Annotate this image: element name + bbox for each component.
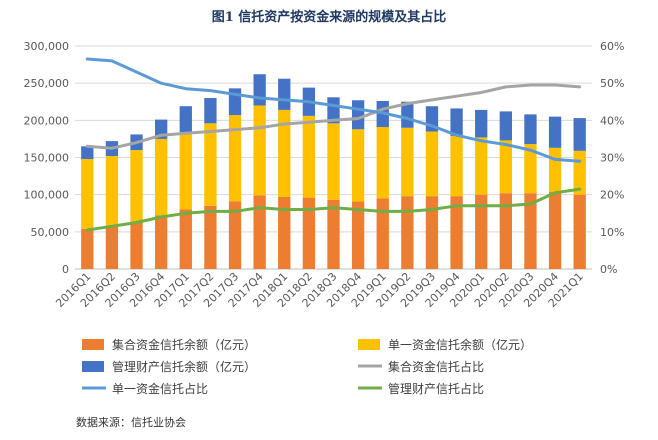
bar-single (376, 127, 389, 199)
legend-swatch (82, 339, 104, 350)
bar-collective (475, 194, 488, 269)
bar-collective (524, 193, 537, 269)
bar-single (327, 123, 340, 200)
y-right-tick-label: 10% (600, 226, 624, 239)
bar-collective (204, 205, 217, 269)
y-left-tick-label: 250,000 (24, 77, 70, 90)
source-note: 数据来源：信托业协会 (76, 416, 186, 429)
bar-single (130, 150, 143, 223)
bar-collective (351, 201, 365, 269)
legend-label: 管理财产信托占比 (388, 381, 484, 396)
bar-collective (253, 195, 266, 269)
bar-single (475, 137, 488, 195)
bar-collective (302, 197, 316, 269)
bar-property (253, 74, 266, 106)
bar-single (253, 105, 266, 196)
bar-collective (105, 225, 119, 269)
bar-property (81, 146, 94, 159)
bar-single (499, 140, 512, 194)
legend-label: 单一资金信托占比 (112, 381, 208, 396)
bar-single (302, 115, 316, 198)
y-left-tick-label: 100,000 (24, 189, 70, 202)
y-right-tick-label: 50% (600, 77, 624, 90)
y-right-tick-label: 20% (600, 189, 624, 202)
bar-single (548, 147, 562, 192)
bar-property (524, 114, 537, 145)
bar-property (351, 100, 365, 130)
bar-property (204, 98, 217, 124)
y-right-tick-label: 60% (600, 40, 624, 53)
bar-single (524, 144, 537, 194)
chart-title: 图1 信托资产按资金来源的规模及其占比 (211, 10, 447, 25)
bar-collective (228, 201, 242, 269)
bar-single (81, 158, 94, 229)
y-left-tick-label: 150,000 (24, 152, 70, 165)
y-left-tick-label: 200,000 (24, 114, 70, 127)
bar-collective (155, 215, 168, 269)
bar-single (204, 123, 217, 206)
bar-single (179, 132, 192, 210)
y-left-tick-label: 300,000 (24, 40, 70, 53)
bar-collective (499, 193, 512, 269)
bar-single (401, 127, 414, 197)
bar-single (450, 135, 463, 197)
bar-property (278, 78, 291, 110)
legend-swatch (82, 361, 104, 372)
bar-property (179, 106, 192, 133)
y-left-tick-label: 50,000 (31, 226, 70, 239)
bar-property (573, 118, 586, 151)
bar-property (401, 101, 414, 128)
legend-label: 管理财产信托余额（亿元） (112, 359, 256, 374)
y-left-tick-label: 0 (62, 263, 69, 276)
bar-collective (130, 222, 143, 269)
legend-label: 集合资金信托余额（亿元） (112, 337, 256, 352)
legend-label: 单一资金信托余额（亿元） (388, 337, 532, 352)
bar-property (450, 108, 463, 136)
line-property-share (85, 187, 582, 232)
bar-single (351, 129, 365, 202)
bar-collective (401, 196, 414, 269)
bar-single (155, 138, 168, 216)
bar-collective (450, 196, 463, 269)
bar-collective (327, 199, 340, 269)
bar-single (425, 131, 439, 197)
bar-single (278, 109, 291, 197)
line-collective-share (85, 83, 582, 150)
bar-collective (425, 196, 439, 269)
bar-property (499, 111, 512, 141)
y-right-tick-label: 40% (600, 114, 624, 127)
bar-collective (573, 194, 586, 269)
bar-collective (179, 209, 192, 269)
legend-label: 集合资金信托占比 (388, 359, 484, 374)
bar-collective (81, 228, 94, 269)
y-right-tick-label: 30% (600, 152, 624, 165)
legend-swatch (358, 339, 380, 350)
bar-property (548, 116, 562, 148)
bar-property (475, 109, 488, 138)
bar-single (228, 115, 242, 202)
bar-collective (548, 191, 562, 269)
bar-collective (376, 198, 389, 269)
bar-collective (278, 196, 291, 269)
bar-single (105, 156, 119, 226)
y-right-tick-label: 0% (600, 263, 617, 276)
line-single-share (85, 57, 582, 163)
